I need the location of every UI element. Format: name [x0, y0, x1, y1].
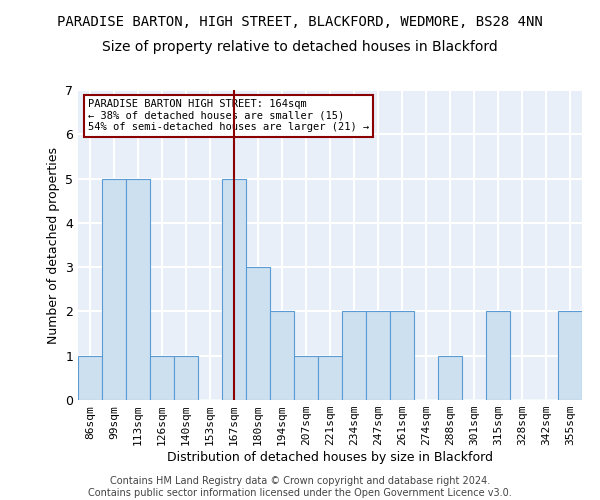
- Bar: [126, 178, 150, 400]
- Bar: [558, 312, 582, 400]
- Bar: [342, 312, 366, 400]
- Text: PARADISE BARTON HIGH STREET: 164sqm
← 38% of detached houses are smaller (15)
54: PARADISE BARTON HIGH STREET: 164sqm ← 38…: [88, 100, 370, 132]
- Text: Contains HM Land Registry data © Crown copyright and database right 2024.
Contai: Contains HM Land Registry data © Crown c…: [88, 476, 512, 498]
- Bar: [78, 356, 102, 400]
- Y-axis label: Number of detached properties: Number of detached properties: [47, 146, 59, 344]
- Text: Size of property relative to detached houses in Blackford: Size of property relative to detached ho…: [102, 40, 498, 54]
- X-axis label: Distribution of detached houses by size in Blackford: Distribution of detached houses by size …: [167, 451, 493, 464]
- Bar: [246, 267, 270, 400]
- Bar: [318, 356, 342, 400]
- Bar: [222, 178, 246, 400]
- Bar: [486, 312, 510, 400]
- Bar: [174, 356, 198, 400]
- Bar: [390, 312, 414, 400]
- Bar: [366, 312, 390, 400]
- Bar: [270, 312, 294, 400]
- Bar: [102, 178, 126, 400]
- Bar: [438, 356, 462, 400]
- Bar: [150, 356, 174, 400]
- Text: PARADISE BARTON, HIGH STREET, BLACKFORD, WEDMORE, BS28 4NN: PARADISE BARTON, HIGH STREET, BLACKFORD,…: [57, 15, 543, 29]
- Bar: [294, 356, 318, 400]
